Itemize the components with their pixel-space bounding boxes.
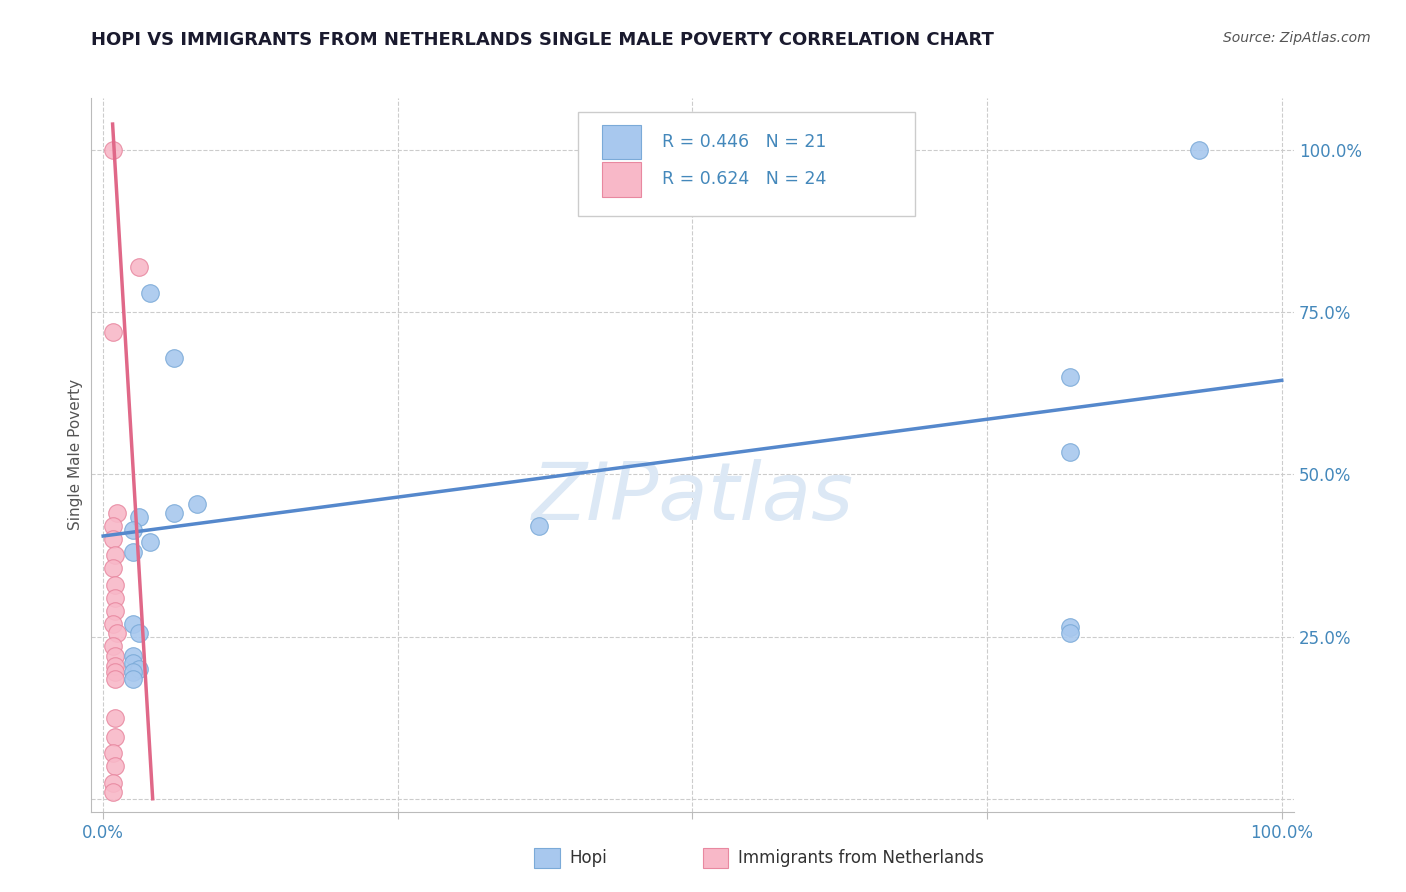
Point <box>128 626 150 640</box>
Point <box>186 497 208 511</box>
Point <box>121 672 143 686</box>
Point <box>104 658 127 673</box>
Point <box>104 730 127 744</box>
Point <box>139 285 162 300</box>
Text: HOPI VS IMMIGRANTS FROM NETHERLANDS SINGLE MALE POVERTY CORRELATION CHART: HOPI VS IMMIGRANTS FROM NETHERLANDS SING… <box>91 31 994 49</box>
Point <box>128 509 150 524</box>
Point <box>104 591 127 605</box>
Point <box>101 325 124 339</box>
Point <box>101 616 124 631</box>
Point <box>104 665 127 680</box>
Point <box>121 545 143 559</box>
FancyBboxPatch shape <box>602 162 641 196</box>
Point <box>104 672 127 686</box>
Text: Source: ZipAtlas.com: Source: ZipAtlas.com <box>1223 31 1371 45</box>
Point <box>121 665 143 680</box>
Point <box>121 656 143 670</box>
Point <box>1059 620 1081 634</box>
Point <box>104 604 127 618</box>
Point <box>101 519 124 533</box>
Point <box>101 143 124 157</box>
Point <box>105 506 128 520</box>
Point <box>101 533 124 547</box>
Point <box>104 577 127 591</box>
Point <box>104 711 127 725</box>
Point <box>128 260 150 274</box>
Point <box>1059 626 1081 640</box>
Point <box>101 785 124 799</box>
Point <box>101 640 124 654</box>
FancyBboxPatch shape <box>602 125 641 160</box>
Text: ZIPatlas: ZIPatlas <box>531 458 853 537</box>
Text: R = 0.446   N = 21: R = 0.446 N = 21 <box>662 134 827 152</box>
Point <box>105 626 128 640</box>
Point <box>1059 370 1081 384</box>
Point <box>121 648 143 663</box>
Point <box>104 759 127 773</box>
Text: Immigrants from Netherlands: Immigrants from Netherlands <box>738 849 984 867</box>
Point <box>104 648 127 663</box>
Point <box>121 523 143 537</box>
Point <box>163 351 186 365</box>
Point <box>104 549 127 563</box>
Point <box>121 616 143 631</box>
Point <box>139 535 162 549</box>
Text: Hopi: Hopi <box>569 849 607 867</box>
Y-axis label: Single Male Poverty: Single Male Poverty <box>67 379 83 531</box>
Point <box>101 775 124 789</box>
Point <box>101 561 124 575</box>
Point <box>163 506 186 520</box>
Point <box>101 747 124 761</box>
Point <box>128 662 150 676</box>
Point <box>1059 444 1081 458</box>
Text: R = 0.624   N = 24: R = 0.624 N = 24 <box>662 170 827 188</box>
Point <box>1188 143 1211 157</box>
Point <box>529 519 551 533</box>
FancyBboxPatch shape <box>578 112 915 216</box>
